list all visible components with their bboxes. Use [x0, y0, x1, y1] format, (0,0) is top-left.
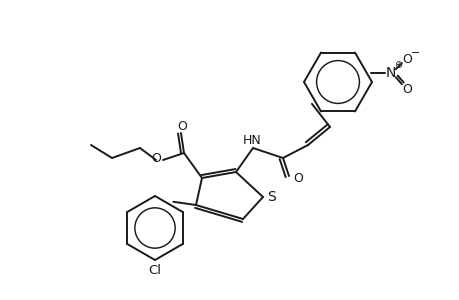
Text: ⊕: ⊕ — [393, 60, 401, 70]
Text: O: O — [401, 53, 411, 66]
Text: HN: HN — [242, 134, 261, 146]
Text: Cl: Cl — [148, 263, 161, 277]
Text: N: N — [385, 66, 395, 80]
Text: O: O — [151, 152, 161, 164]
Text: O: O — [177, 119, 186, 133]
Text: O: O — [292, 172, 302, 185]
Text: S: S — [267, 190, 276, 204]
Text: −: − — [410, 48, 420, 58]
Text: O: O — [401, 83, 411, 96]
